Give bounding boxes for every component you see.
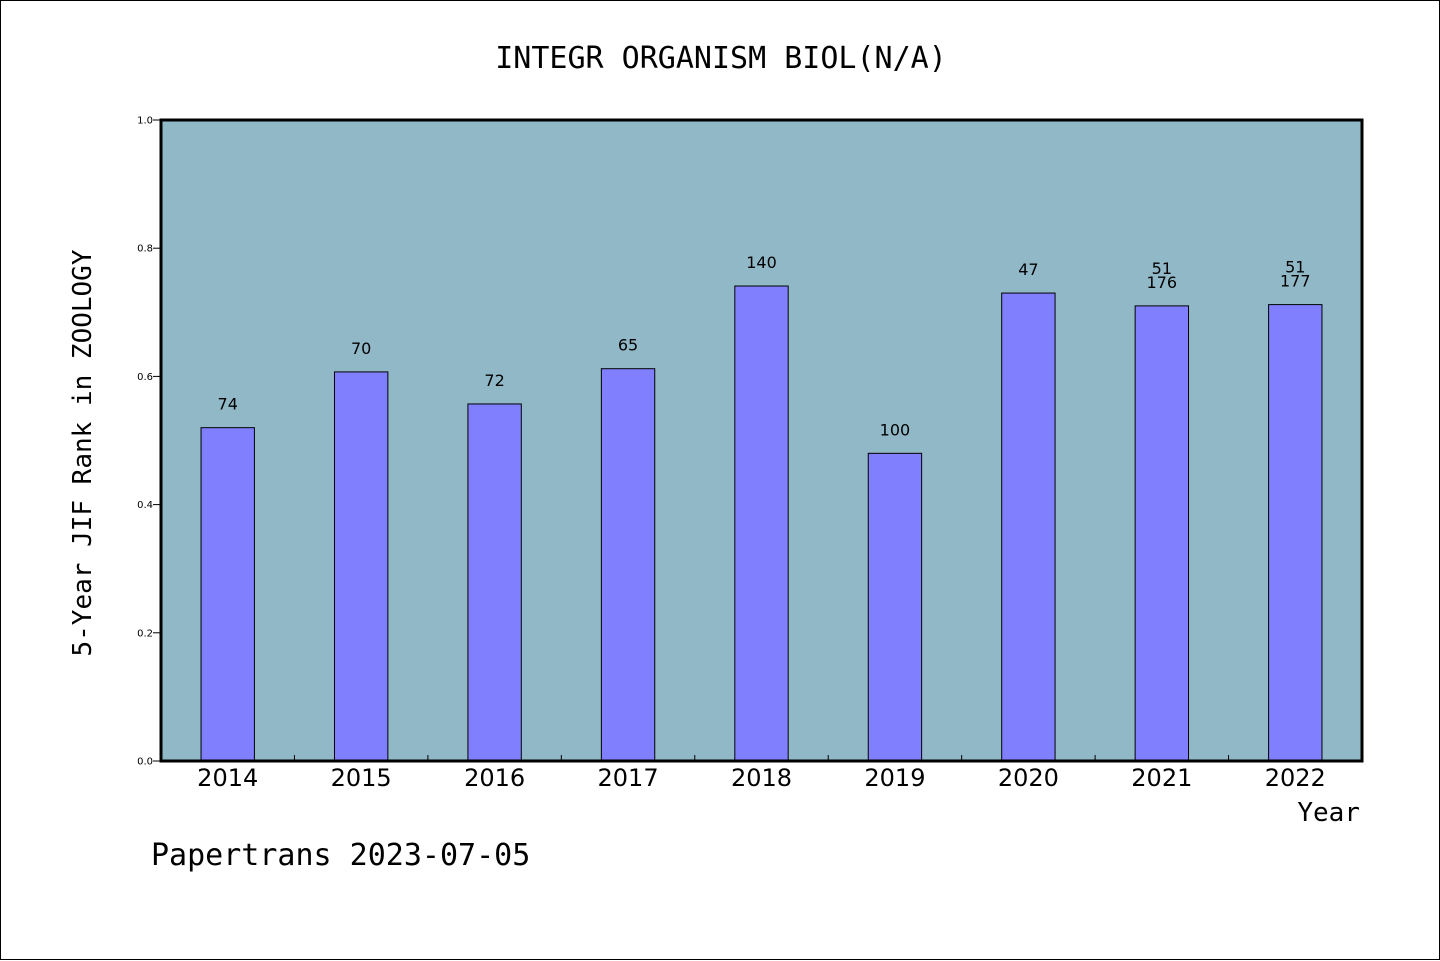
plot-frame [159, 118, 1364, 763]
y-tick-label: 0.8 [137, 244, 153, 255]
bar-value-label: 74 [218, 395, 238, 414]
y-tick-label: 1.0 [137, 116, 153, 127]
x-tick-label: 2017 [598, 764, 659, 792]
x-tick-label: 2014 [197, 764, 258, 792]
y-axis: 0.0 0.2 0.4 0.6 0.8 1.0 [137, 116, 161, 768]
x-axis-label: Year [1297, 798, 1360, 828]
bar-value-label: 51 [1152, 259, 1172, 278]
chart-title: INTEGR ORGANISM BIOL(N/A) [495, 41, 947, 76]
x-axis: 2014 2015 2016 2017 2018 2019 2020 2021 2022 [197, 755, 1326, 792]
bar-2016 [467, 403, 522, 762]
bar-value-label: 176 [1147, 273, 1178, 292]
bar-series [200, 285, 1323, 762]
bar-value-label: 72 [484, 371, 504, 390]
bar-value-label: 100 [880, 420, 911, 439]
footer-source-date: Papertrans 2023-07-05 [151, 838, 530, 873]
bar-2015 [333, 371, 389, 762]
y-tick-label: 0.0 [137, 757, 153, 768]
bar-value-label: 70 [351, 339, 371, 358]
x-tick-label: 2016 [464, 764, 525, 792]
bar-2019 [867, 452, 923, 762]
y-tick-label: 0.6 [137, 372, 153, 383]
y-tick-label: 0.2 [137, 628, 153, 639]
bar-value-label: 51 [1285, 258, 1305, 277]
bar-2022 [1268, 304, 1323, 762]
x-tick-label: 2020 [998, 764, 1059, 792]
bar-value-label: 140 [746, 253, 777, 272]
bar-2020 [1001, 292, 1056, 762]
bar-value-label: 65 [618, 336, 638, 355]
x-tick-label: 2021 [1131, 764, 1192, 792]
x-tick-label: 2018 [731, 764, 792, 792]
bar-2017 [600, 368, 656, 762]
bar-value-label: 177 [1280, 272, 1311, 291]
bar-2021 [1134, 305, 1190, 762]
y-tick-label: 0.4 [137, 500, 153, 511]
y-axis-label: 5-Year JIF Rank in ZOOLOGY [68, 249, 98, 656]
x-tick-label: 2022 [1265, 764, 1326, 792]
bar-2018 [734, 285, 789, 762]
bar-2014 [200, 427, 255, 762]
bar-value-label: 47 [1018, 260, 1038, 279]
x-tick-label: 2015 [331, 764, 392, 792]
x-tick-label: 2019 [864, 764, 925, 792]
